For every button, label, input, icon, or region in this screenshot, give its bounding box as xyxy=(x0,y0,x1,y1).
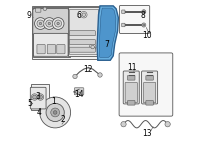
Circle shape xyxy=(81,11,87,18)
Polygon shape xyxy=(99,8,116,57)
Text: 13: 13 xyxy=(142,128,152,138)
Text: 1: 1 xyxy=(51,97,56,106)
FancyBboxPatch shape xyxy=(127,76,135,80)
Circle shape xyxy=(53,111,57,114)
Text: 9: 9 xyxy=(27,11,32,20)
Circle shape xyxy=(39,95,42,99)
Polygon shape xyxy=(97,6,118,60)
FancyBboxPatch shape xyxy=(69,31,95,36)
Text: 2: 2 xyxy=(60,115,65,124)
Text: 5: 5 xyxy=(28,99,33,108)
FancyBboxPatch shape xyxy=(123,71,139,104)
FancyBboxPatch shape xyxy=(30,87,46,109)
Circle shape xyxy=(57,22,59,25)
Circle shape xyxy=(33,95,36,99)
FancyBboxPatch shape xyxy=(33,9,69,36)
FancyBboxPatch shape xyxy=(69,47,95,52)
Circle shape xyxy=(43,18,55,29)
Polygon shape xyxy=(33,7,70,57)
Circle shape xyxy=(31,94,38,100)
Circle shape xyxy=(39,22,42,25)
FancyBboxPatch shape xyxy=(119,5,150,34)
FancyBboxPatch shape xyxy=(57,45,65,54)
Circle shape xyxy=(82,13,86,16)
Circle shape xyxy=(51,108,60,117)
Circle shape xyxy=(52,18,64,29)
FancyBboxPatch shape xyxy=(122,10,125,14)
Text: 6: 6 xyxy=(76,11,81,20)
FancyBboxPatch shape xyxy=(74,88,84,95)
Circle shape xyxy=(91,45,94,49)
FancyBboxPatch shape xyxy=(142,71,158,104)
FancyBboxPatch shape xyxy=(36,8,41,12)
Circle shape xyxy=(46,103,64,122)
Circle shape xyxy=(37,94,44,100)
FancyBboxPatch shape xyxy=(69,40,95,45)
FancyBboxPatch shape xyxy=(33,33,68,56)
Text: 7: 7 xyxy=(104,40,109,49)
Circle shape xyxy=(37,20,44,27)
Text: 8: 8 xyxy=(140,11,145,20)
Text: 11: 11 xyxy=(128,63,137,72)
Circle shape xyxy=(73,74,77,79)
Polygon shape xyxy=(69,9,98,54)
Circle shape xyxy=(98,73,102,77)
Polygon shape xyxy=(31,84,49,110)
Circle shape xyxy=(165,122,170,127)
Text: 10: 10 xyxy=(142,31,152,40)
Circle shape xyxy=(142,23,146,27)
Circle shape xyxy=(89,44,96,50)
FancyBboxPatch shape xyxy=(122,23,125,27)
FancyBboxPatch shape xyxy=(47,45,55,54)
Text: 12: 12 xyxy=(83,65,92,74)
FancyBboxPatch shape xyxy=(119,53,173,116)
FancyBboxPatch shape xyxy=(37,45,45,54)
Circle shape xyxy=(35,18,46,29)
Text: 4: 4 xyxy=(37,108,42,117)
Circle shape xyxy=(40,97,71,128)
Circle shape xyxy=(48,22,50,25)
Circle shape xyxy=(142,10,146,14)
Circle shape xyxy=(46,20,53,27)
Polygon shape xyxy=(68,7,99,56)
Circle shape xyxy=(143,11,145,13)
Text: 14: 14 xyxy=(75,90,84,99)
Circle shape xyxy=(143,24,145,26)
FancyBboxPatch shape xyxy=(146,101,153,105)
FancyBboxPatch shape xyxy=(125,82,137,103)
Circle shape xyxy=(43,7,47,11)
FancyBboxPatch shape xyxy=(146,76,153,80)
FancyBboxPatch shape xyxy=(127,101,135,105)
Circle shape xyxy=(121,122,126,127)
FancyBboxPatch shape xyxy=(144,82,156,103)
Circle shape xyxy=(55,20,62,27)
Text: 3: 3 xyxy=(35,92,40,101)
Polygon shape xyxy=(32,6,100,59)
